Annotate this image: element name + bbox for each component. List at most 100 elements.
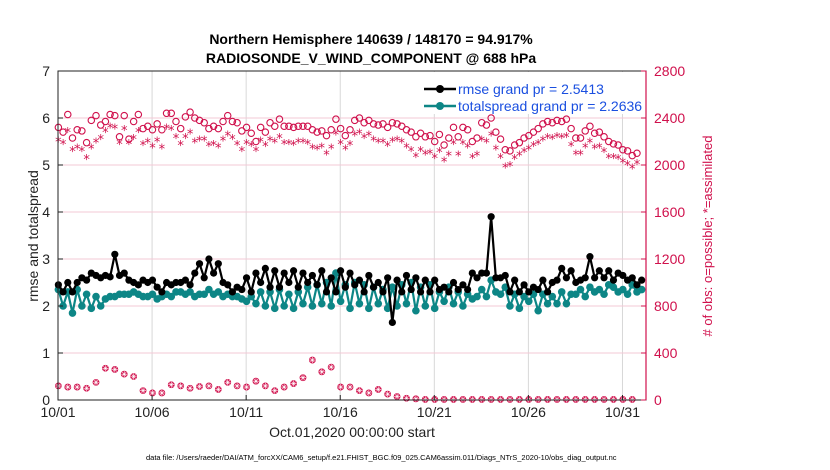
rmse-point <box>464 285 472 294</box>
assimilated-obs-marker: * <box>159 143 166 158</box>
rmse-point <box>543 288 552 296</box>
rmse-point <box>365 271 373 280</box>
lower-obs-star <box>121 371 128 378</box>
possible-obs-marker <box>96 121 105 129</box>
totalspread-point <box>285 290 293 299</box>
assimilated-obs-marker: * <box>530 140 537 155</box>
assimilated-obs-marker: * <box>187 127 194 142</box>
assimilated-obs-marker: * <box>511 153 518 168</box>
assimilated-obs-marker: * <box>389 136 396 151</box>
lower-obs-star <box>356 387 363 394</box>
assimilated-obs-marker: * <box>154 136 161 151</box>
lower-obs-star <box>347 384 354 391</box>
rmse-point <box>379 288 387 296</box>
rmse-point <box>238 285 246 294</box>
y2-tick-label: 1200 <box>654 251 685 267</box>
lower-obs-star <box>149 389 156 396</box>
totalspread-point <box>623 290 632 299</box>
totalspread-point <box>261 302 270 310</box>
possible-obs-marker <box>252 137 260 146</box>
possible-obs-marker <box>365 116 373 125</box>
possible-obs-marker <box>600 133 608 141</box>
possible-obs-marker <box>313 128 321 136</box>
possible-obs-marker <box>369 120 378 128</box>
possible-obs-marker <box>421 133 430 141</box>
lower-obs-star <box>478 396 485 403</box>
data-file-footer: data file: /Users/raeder/DAI/ATM_forcXX/… <box>146 453 617 462</box>
rmse-point <box>351 281 359 289</box>
lower-obs-star <box>497 396 504 403</box>
lower-obs-star <box>337 384 344 391</box>
possible-obs-marker <box>120 111 128 120</box>
possible-obs-marker <box>186 108 194 116</box>
rmse-point <box>558 264 566 272</box>
assimilated-obs-marker: * <box>629 163 636 178</box>
possible-obs-marker <box>256 123 265 132</box>
rmse-point <box>431 276 439 284</box>
totalspread-point <box>374 299 383 308</box>
y-tick-label: 6 <box>42 110 50 126</box>
x-tick-label: 10/01 <box>40 404 75 420</box>
lower-obs-star <box>93 379 100 386</box>
possible-obs-marker <box>506 147 514 155</box>
assimilated-obs-marker: * <box>239 145 246 160</box>
lower-obs-star <box>290 380 297 387</box>
totalspread-point <box>449 299 458 308</box>
possible-obs-marker <box>586 122 594 130</box>
assimilated-obs-marker: * <box>384 140 391 155</box>
assimilated-obs-marker: * <box>107 121 114 136</box>
possible-obs-marker <box>322 131 331 140</box>
lower-obs-star <box>403 395 410 402</box>
assimilated-obs-marker: * <box>375 137 382 152</box>
rmse-point <box>412 274 420 282</box>
possible-obs-marker <box>529 128 538 136</box>
assimilated-obs-marker: * <box>563 131 570 146</box>
rmse-point <box>261 264 269 272</box>
lower-obs-star <box>394 393 401 400</box>
totalspread-point <box>520 292 528 301</box>
totalspread-point <box>346 304 354 313</box>
possible-obs-marker <box>553 116 561 125</box>
chart-title-line-2: RADIOSONDE_V_WIND_COMPONENT @ 688 hPa <box>206 50 536 66</box>
rmse-point <box>515 288 523 296</box>
assimilated-obs-marker: * <box>253 145 260 160</box>
totalspread-point <box>200 290 209 299</box>
possible-obs-marker <box>633 149 641 158</box>
assimilated-obs-marker: * <box>224 130 231 145</box>
assimilated-obs-marker: * <box>286 138 293 153</box>
lower-obs-star <box>168 381 175 388</box>
rmse-point <box>153 283 161 291</box>
lower-obs-star <box>554 396 560 403</box>
totalspread-point <box>205 285 213 294</box>
rmse-point <box>242 274 251 282</box>
totalspread-point <box>412 306 420 315</box>
totalspread-point <box>430 304 439 313</box>
totalspread-point <box>553 299 561 308</box>
lower-obs-star <box>450 396 457 403</box>
assimilated-obs-marker: * <box>455 150 462 165</box>
totalspread-point <box>515 304 524 313</box>
assimilated-obs-marker: * <box>478 134 485 149</box>
possible-obs-marker <box>233 118 241 127</box>
totalspread-point <box>78 302 86 310</box>
lower-obs-star <box>535 396 542 403</box>
totalspread-point <box>506 302 514 310</box>
assimilated-obs-marker: * <box>577 148 584 163</box>
rmse-point <box>628 274 636 282</box>
totalspread-point <box>299 299 307 308</box>
rmse-point <box>158 288 166 296</box>
possible-obs-marker <box>223 111 232 120</box>
lower-obs-star <box>271 387 278 394</box>
assimilated-obs-marker: * <box>469 152 476 167</box>
rmse-point <box>487 213 495 221</box>
lower-obs-star <box>252 378 259 385</box>
rmse-point <box>294 283 302 291</box>
possible-obs-marker <box>501 145 510 154</box>
possible-obs-marker <box>266 118 274 127</box>
assimilated-obs-marker: * <box>526 144 533 159</box>
assimilated-obs-marker: * <box>234 139 241 154</box>
possible-obs-marker <box>73 126 81 134</box>
rmse-point <box>511 276 519 284</box>
assimilated-obs-marker: * <box>464 141 471 156</box>
assimilated-obs-marker: * <box>65 126 72 141</box>
